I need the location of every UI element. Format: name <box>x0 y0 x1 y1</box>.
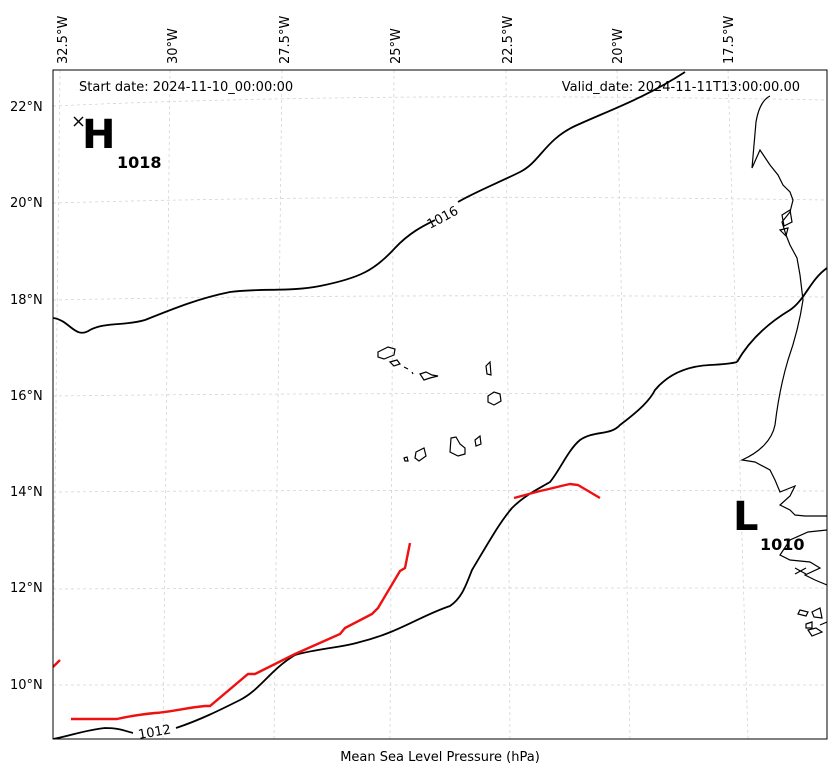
lon-label-30w: 30°W <box>166 28 181 64</box>
low-center-letter: L <box>733 494 759 540</box>
front-west <box>71 542 412 721</box>
high-center-letter: H <box>82 112 115 158</box>
low-pressure-center: L 1010 <box>733 494 805 554</box>
cape-verde-islands <box>377 346 502 462</box>
front-edge <box>53 659 61 668</box>
lon-label-22-5w: 22.5°W <box>501 16 516 64</box>
isobar-lower-line <box>736 267 827 363</box>
high-pressure-center: H 1018 <box>73 112 162 172</box>
lon-label-20w: 20°W <box>611 28 626 64</box>
lon-label-17-5w: 17.5°W <box>722 16 737 64</box>
lon-label-25w: 25°W <box>389 28 404 64</box>
map-area <box>53 70 827 739</box>
front-east <box>513 482 601 500</box>
low-center-value: 1010 <box>760 535 805 554</box>
lat-label-14n: 14°N <box>10 485 43 500</box>
isobar-label-1016: 1016 <box>425 204 461 233</box>
graticule <box>53 70 827 739</box>
map-caption: Mean Sea Level Pressure (hPa) <box>340 750 540 765</box>
lat-label-18n: 18°N <box>10 293 43 308</box>
map-frame <box>52 69 828 740</box>
high-center-marker-icon <box>73 116 84 127</box>
high-center-value: 1018 <box>117 153 162 172</box>
lat-label-20n: 20°N <box>10 196 43 211</box>
fronts <box>53 482 601 721</box>
isobar-1016-line <box>53 71 686 334</box>
isobar-label-1012: 1012 <box>137 722 172 743</box>
start-date: Start date: 2024-11-10_00:00:00 <box>79 80 293 95</box>
lat-label-12n: 12°N <box>10 581 43 596</box>
lon-label-27-5w: 27.5°W <box>278 16 293 64</box>
lon-label-32-5w: 32.5°W <box>56 16 71 64</box>
valid-date: Valid_date: 2024-11-11T13:00:00.00 <box>562 80 800 95</box>
longitude-labels: 32.5°W 30°W 27.5°W 25°W 22.5°W 20°W 17.5… <box>56 16 737 64</box>
coastline-africa <box>739 95 827 637</box>
lat-label-16n: 16°N <box>10 389 43 404</box>
lat-label-22n: 22°N <box>10 100 43 115</box>
lat-label-10n: 10°N <box>10 678 43 693</box>
latitude-labels: 22°N 20°N 18°N 16°N 14°N 12°N 10°N <box>10 100 43 693</box>
